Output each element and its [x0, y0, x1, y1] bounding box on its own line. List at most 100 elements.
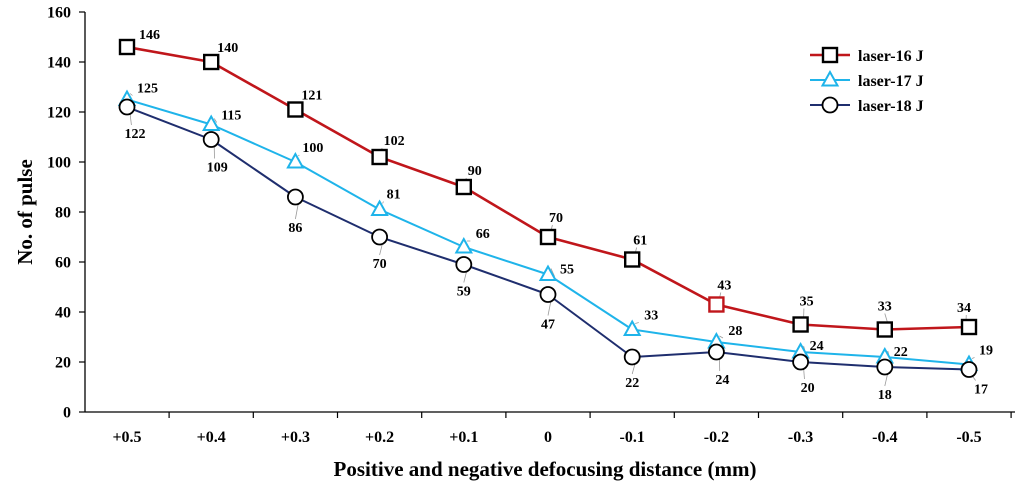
marker-circle: [286, 188, 304, 206]
data-label: 24: [810, 339, 824, 354]
legend-label-1: laser-17 J: [858, 73, 924, 90]
marker-triangle: [454, 236, 473, 254]
data-label: 146: [139, 28, 160, 43]
x-tick-label: +0.4: [197, 429, 226, 446]
label-leader-line: [803, 367, 805, 380]
data-label: 90: [468, 164, 482, 179]
data-labels: 146 140 121 102 90 70 61 43 35 33 34 125 115 100 81 66 5…: [125, 28, 994, 403]
marker-triangle: [370, 199, 389, 216]
legend-marker-circle: [821, 96, 839, 114]
x-axis-title: Positive and negative defocusing distanc…: [334, 457, 757, 481]
data-label: 28: [728, 324, 742, 339]
marker-square: [202, 53, 220, 71]
series-markers: [117, 38, 979, 378]
x-tick-label: 0: [544, 429, 552, 446]
marker-circle: [708, 343, 725, 361]
x-tick-label: +0.5: [112, 429, 141, 446]
data-label: 34: [957, 301, 971, 316]
data-label: 35: [800, 295, 814, 310]
data-label: 55: [560, 263, 574, 278]
x-tick-label: -0.2: [704, 429, 729, 446]
label-leader-line: [719, 335, 724, 339]
x-tick-label: +0.1: [449, 429, 478, 446]
data-label: 33: [644, 309, 658, 324]
data-label: 125: [137, 82, 158, 97]
y-tick-label: 60: [55, 255, 71, 272]
marker-circle: [455, 256, 473, 273]
data-label: 43: [717, 279, 731, 294]
data-label: 17: [974, 383, 988, 398]
legend: laser-16 J laser-17 J laser-18 J: [810, 46, 924, 115]
data-label: 20: [801, 381, 815, 396]
marker-square: [455, 178, 472, 196]
marker-square: [624, 251, 641, 268]
marker-circle: [623, 348, 641, 366]
marker-circle: [876, 358, 894, 376]
axes: 0 20 40 60 80 100 120 140 160 +0.5 +0.4 +0.3 +0.2 +0.…: [47, 5, 1015, 446]
x-tick-label: -0.1: [620, 429, 645, 446]
label-leader-line: [635, 322, 639, 324]
legend-label-2: laser-18 J: [858, 98, 924, 115]
data-label: 47: [541, 318, 555, 333]
marker-square: [287, 101, 304, 118]
label-leader-line: [550, 268, 555, 277]
y-tick-label: 100: [47, 155, 71, 172]
marker-triangle: [538, 264, 558, 281]
data-label: 122: [125, 127, 146, 142]
marker-square: [539, 228, 557, 246]
data-label: 70: [549, 211, 563, 226]
label-leader-line: [213, 118, 218, 123]
y-tick-label: 140: [47, 55, 71, 72]
marker-square: [960, 318, 978, 336]
label-leader-line: [129, 112, 132, 126]
legend-marker-triangle: [820, 69, 840, 87]
data-label: 121: [301, 89, 322, 104]
data-label: 81: [387, 188, 401, 203]
y-tick-label: 0: [63, 405, 71, 422]
data-label: 100: [302, 141, 323, 156]
marker-circle: [792, 353, 809, 371]
marker-circle: [371, 228, 389, 246]
marker-circle: [118, 98, 136, 116]
y-tick-label: 120: [47, 105, 71, 122]
data-label: 115: [221, 109, 241, 124]
x-tick-label: -0.4: [872, 429, 897, 446]
data-label: 70: [373, 257, 387, 272]
marker-circle: [539, 286, 557, 303]
marker-circle: [960, 361, 978, 378]
y-axis-title: No. of pulse: [13, 159, 37, 265]
marker-circle: [202, 131, 220, 148]
y-tick-label: 160: [47, 5, 71, 22]
label-leader-line: [547, 300, 552, 316]
label-leader-line: [295, 202, 299, 220]
y-tick-label: 20: [55, 355, 71, 372]
legend-label-0: laser-16 J: [858, 48, 924, 65]
x-tick-label: -0.3: [788, 429, 813, 446]
y-tick-label: 40: [55, 305, 71, 322]
marker-triangle: [202, 114, 221, 131]
data-label: 59: [457, 285, 471, 300]
data-label: 22: [625, 376, 639, 391]
marker-square: [118, 38, 136, 56]
x-tick-label: +0.3: [281, 429, 310, 446]
label-leader-line: [382, 201, 384, 204]
data-label: 22: [894, 345, 908, 360]
marker-square: [371, 148, 388, 166]
data-label: 140: [217, 41, 238, 56]
data-label: 66: [476, 227, 490, 242]
label-leader-line: [129, 93, 133, 96]
legend-marker-square: [821, 46, 839, 64]
data-label: 18: [878, 388, 892, 403]
data-label: 24: [715, 373, 729, 388]
data-label: 33: [878, 300, 892, 315]
data-label: 86: [288, 221, 302, 236]
marker-square: [708, 296, 725, 313]
marker-square: [876, 321, 893, 338]
marker-triangle: [286, 151, 305, 169]
x-tick-label: -0.5: [956, 429, 981, 446]
x-tick-label: +0.2: [365, 429, 394, 446]
marker-square: [792, 316, 809, 333]
data-label: 109: [207, 161, 228, 176]
label-leader-line: [971, 357, 975, 359]
